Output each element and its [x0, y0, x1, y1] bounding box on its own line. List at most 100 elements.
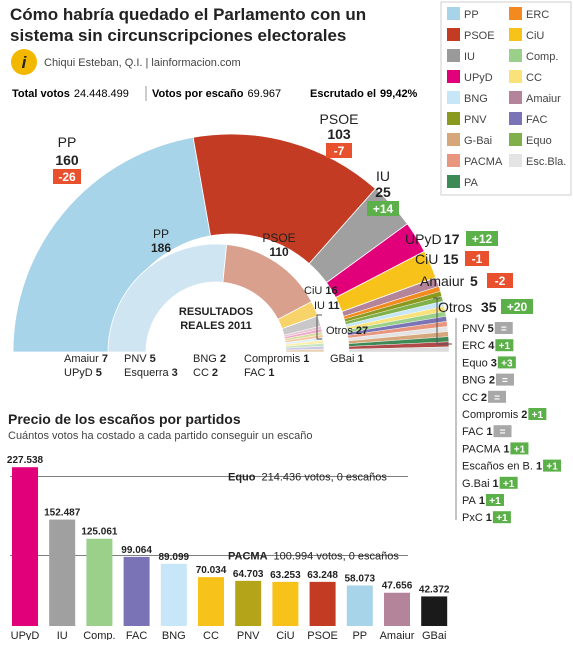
bar-value-fac: 99.064: [121, 545, 152, 556]
bar-category-psoe: PSOE: [307, 630, 338, 640]
party-name: PP: [58, 134, 77, 150]
stat-value: 69.967: [247, 88, 281, 100]
party-diff: -2: [495, 274, 506, 288]
legend-label-pacma: PACMA: [464, 156, 503, 168]
legend-swatch-iu: [447, 49, 460, 62]
bar-value-bng: 89.099: [159, 552, 190, 563]
bar-pnv: [235, 580, 262, 626]
others-diff-badge: [510, 442, 529, 455]
real-title-2: REALES 2011: [180, 320, 252, 332]
others-diff-badge: [485, 494, 504, 506]
label-upyd: UPyD 17 +12: [405, 231, 498, 247]
stat-value: 24.448.499: [74, 88, 129, 100]
diff-badge-bg: [367, 201, 399, 216]
legend-swatch-g-bai: [447, 133, 460, 146]
legend-label-upyd: UPyD: [464, 72, 493, 84]
legend-swatch-upyd: [447, 70, 460, 83]
real-label-psoe-name: PSOE: [262, 231, 295, 245]
label-ciu: CiU 15 -1: [415, 251, 489, 267]
others-diff-badge: [543, 459, 562, 472]
real-label-pp-name: PP: [153, 227, 169, 241]
others-diff-badge: [499, 476, 518, 489]
legend-label-pa: PA: [464, 177, 479, 189]
info-logo-icon: i: [11, 49, 37, 75]
bar-value-amaiur: 47.656: [382, 581, 413, 592]
others-item-equo: Equo 3: [462, 357, 497, 369]
party-name: PSOE: [320, 111, 359, 127]
legend-label-erc: ERC: [526, 9, 549, 21]
party-diff: -7: [334, 144, 345, 158]
others-bracket: [433, 297, 452, 345]
legend-label-equo: Equo: [526, 135, 552, 147]
bar-value-pnv: 64.703: [233, 569, 264, 580]
real-label-ciu: CiU 16: [304, 285, 338, 297]
legend-swatch-fac: [509, 112, 522, 125]
bar-gbai: [421, 596, 448, 626]
bar-category-gbai: GBai: [422, 630, 446, 640]
legend-label-comp: Comp.: [526, 51, 558, 63]
bar-value-gbai: 42.372: [419, 584, 450, 595]
diff-badge-bg: [501, 299, 533, 314]
label-psoe: PSOE 103 -7: [320, 111, 359, 158]
party-seats: 25: [375, 184, 391, 200]
title-line-1: Cómo habría quedado el Parlamento con un: [10, 5, 366, 24]
party-diff: +20: [507, 300, 528, 314]
stat-label: Total votos: [12, 88, 70, 100]
others-diff-badge: [495, 339, 514, 352]
party-seats: 35: [481, 299, 497, 315]
bar-comp: [86, 538, 113, 626]
others-diff-badge: [497, 356, 516, 369]
legend-box: [440, 1, 572, 196]
legend-label-esc-bla: Esc.Bla.: [526, 156, 566, 168]
legend-swatch-bng: [447, 91, 460, 104]
bar-pp: [346, 585, 373, 626]
label-otros: Otros 35 +20: [438, 299, 533, 315]
real-label-otros: Otros 27: [326, 325, 368, 337]
party-name: IU: [314, 300, 325, 312]
legend-label-psoe: PSOE: [464, 30, 495, 42]
bar-upyd: [12, 467, 38, 626]
party-seats: 5: [470, 273, 478, 289]
author-credit: Chiqui Esteban, Q.I. | lainformacion.com: [44, 57, 241, 69]
chart-subtitle: Cuántos votos ha costado a cada partido …: [8, 430, 313, 442]
bar-value-pp: 58.073: [345, 573, 376, 584]
party-diff: -1: [472, 252, 483, 266]
legend-swatch-equo: [509, 133, 522, 146]
others-item-pa: PA 1: [462, 495, 485, 507]
party-diff: -26: [58, 170, 76, 184]
hyp-slice-otros-band: [348, 346, 450, 353]
real-others: Amaiur 7 UPyD 5 PNV 5 Esquerra 3 BNG 2 CC 2 Co…: [64, 353, 364, 379]
reference-label-equo: Equo 214.436 votos, 0 escaños: [228, 471, 387, 483]
legend-label-cc: CC: [526, 72, 542, 84]
bar-category-ciu: CiU: [276, 630, 294, 640]
others-diff: +1: [489, 496, 501, 507]
bar-ciu: [272, 581, 299, 626]
bar-category-fac: FAC: [126, 630, 147, 640]
label-pp: PP 160 -26: [53, 134, 81, 184]
others-diff: +1: [503, 479, 515, 490]
party-seats: 16: [325, 285, 337, 297]
others-item-pacma: PACMA 1: [462, 443, 509, 455]
bar-category-pnv: PNV: [237, 630, 260, 640]
legend-swatch-pp: [447, 7, 460, 20]
legend-label-g-bai: G-Bai: [464, 135, 492, 147]
others-diff: +1: [546, 462, 558, 473]
others-diff-badge: [493, 425, 512, 438]
legend-label-pp: PP: [464, 9, 479, 21]
legend-swatch-pa: [447, 175, 460, 188]
stats-row: Total votos 24.448.499 Votos por escaño 69…: [12, 86, 418, 101]
party-seats: 103: [327, 126, 351, 142]
others-diff: +1: [514, 444, 526, 455]
real-other-pnv: PNV 5: [124, 353, 156, 365]
legend-label-fac: FAC: [526, 114, 547, 126]
legend-label-ciu: CiU: [526, 30, 544, 42]
title-line-2: sistema sin circunscripciones electorale…: [10, 26, 346, 45]
others-diff: =: [500, 427, 506, 438]
others-item-bng: BNG 2: [462, 375, 495, 387]
legend-swatch-psoe: [447, 28, 460, 41]
party-diff: +12: [472, 232, 493, 246]
bar-category-pp: PP: [352, 630, 367, 640]
chart-title: Precio de los escaños por partidos: [8, 411, 241, 427]
party-name: Otros: [326, 325, 353, 337]
bar-amaiur: [384, 592, 410, 626]
